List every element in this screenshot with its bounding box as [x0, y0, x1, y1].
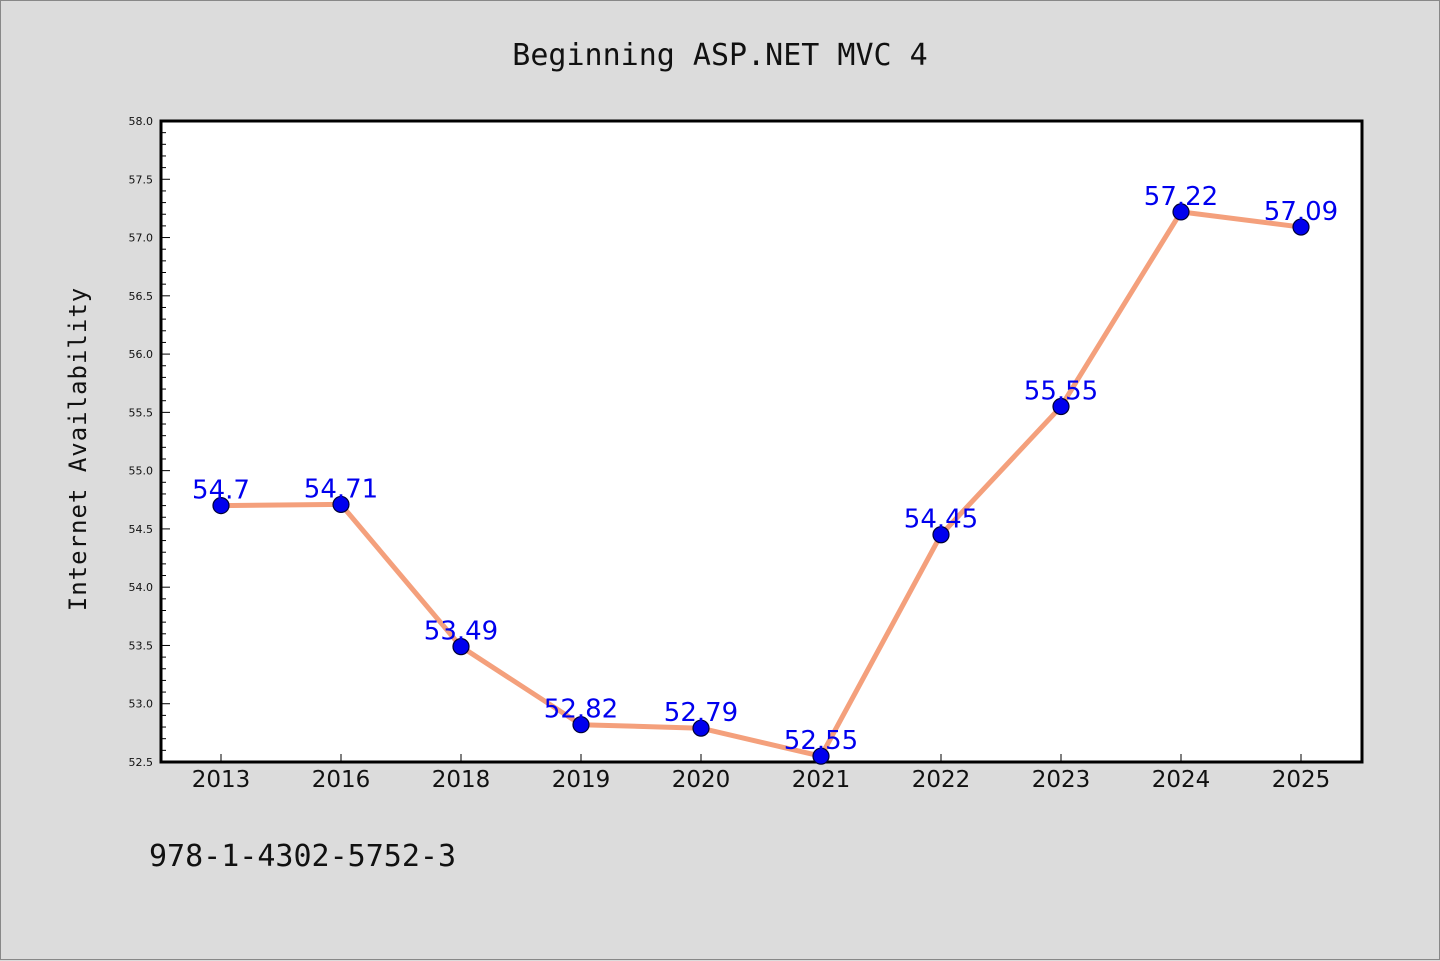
isbn-footer: 978-1-4302-5752-3 — [149, 839, 456, 874]
plot-area — [159, 119, 1364, 764]
x-tick-label: 2013 — [192, 767, 251, 793]
x-tick-label: 2024 — [1152, 767, 1211, 793]
data-point-marker — [1292, 218, 1310, 236]
y-tick-label: 57.5 — [129, 173, 154, 186]
x-axis: 2013 2016 2018 2019 2020 2021 2022 2023 2024 2025 — [192, 754, 1331, 793]
x-tick-label: 2016 — [312, 767, 371, 793]
y-tick-label: 52.5 — [129, 756, 154, 769]
series-line-group — [218, 209, 1304, 759]
data-value-label: 54.71 — [304, 474, 378, 504]
data-point-marker — [692, 719, 710, 737]
y-tick-label: 58.0 — [129, 115, 154, 128]
y-axis-label: Internet Availability — [64, 287, 92, 611]
y-tick-label: 55.5 — [129, 406, 154, 419]
y-tick-label: 54.5 — [129, 523, 154, 536]
data-value-label: 52.55 — [784, 726, 858, 756]
data-point-marker — [812, 747, 830, 765]
data-point-marker — [332, 495, 350, 514]
chart-title: Beginning ASP.NET MVC 4 — [512, 38, 927, 73]
x-tick-label: 2023 — [1032, 767, 1091, 793]
x-tick-label: 2019 — [552, 767, 611, 793]
data-point-marker — [212, 497, 230, 515]
data-point-marker — [1172, 203, 1190, 221]
data-value-label: 54.45 — [904, 505, 978, 535]
y-tick-label: 53.0 — [129, 698, 154, 711]
data-value-label: 55.55 — [1024, 377, 1098, 407]
y-tick-label: 53.5 — [129, 639, 154, 652]
x-tick-label: 2018 — [432, 767, 491, 793]
data-value-label: 52.79 — [664, 698, 738, 728]
x-tick-label: 2025 — [1272, 767, 1331, 793]
data-value-label: 53.49 — [424, 617, 498, 647]
y-tick-label: 54.0 — [129, 581, 154, 594]
data-value-label: 57.09 — [1264, 197, 1338, 227]
data-labels: 54.7 54.71 53.49 52.82 52.79 52.55 54.45 55.55 5… — [192, 182, 1338, 756]
y-tick-label: 55.0 — [129, 465, 154, 478]
data-point-marker — [572, 716, 590, 734]
x-tick-label: 2020 — [672, 767, 731, 793]
data-value-label: 54.7 — [192, 476, 250, 506]
y-axis: 52.5 53.0 53.5 54.0 54.5 55.0 55.5 56.0 56.5 57.0… — [129, 115, 170, 769]
data-point-marker — [932, 526, 950, 544]
data-value-label: 52.82 — [544, 695, 618, 725]
data-value-label: 57.22 — [1144, 182, 1218, 212]
y-tick-label: 56.5 — [129, 290, 154, 303]
data-point-marker — [1052, 397, 1070, 416]
y-tick-label: 57.0 — [129, 232, 154, 245]
x-tick-label: 2021 — [792, 767, 851, 793]
x-tick-label: 2022 — [912, 767, 971, 793]
series-line — [218, 209, 1304, 759]
y-tick-label: 56.0 — [129, 348, 154, 361]
data-markers — [212, 203, 1310, 765]
data-point-marker — [452, 638, 470, 656]
